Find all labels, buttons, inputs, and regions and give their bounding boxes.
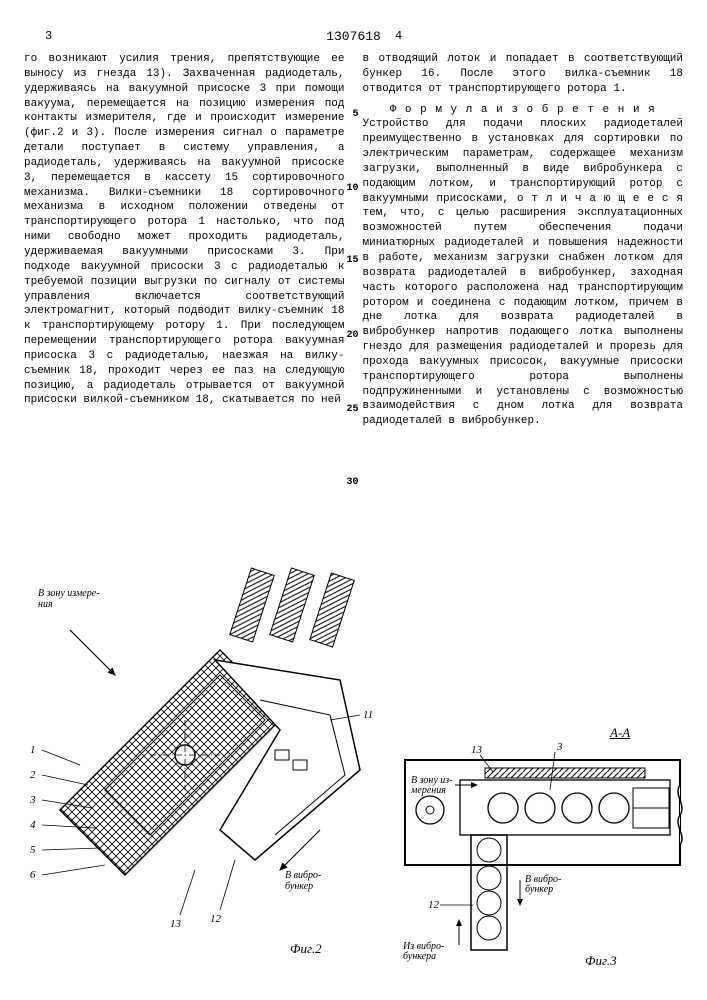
text-columns: го возникают усилия трения, препятствующ…	[0, 48, 707, 429]
svg-text:11: 11	[363, 709, 373, 721]
fig2-annot-vibro: В вибро-бункер	[285, 870, 321, 892]
page-number-right: 4	[395, 28, 402, 44]
claim-text: Устройство для подачи плоских радиодетал…	[363, 117, 684, 429]
line-marker-20: 20	[346, 329, 358, 343]
figure-3-label: Фиг.3	[585, 952, 617, 970]
figure-3: 13 3 12 А-А В зону из-мерения В вибро-бу…	[385, 730, 695, 976]
fig3-annot-vibro1: В вибро-бункер	[525, 875, 561, 895]
figure-2-svg: 1 2 3 4 5 6 11 12 13	[20, 560, 380, 970]
formula-title: Ф о р м у л а и з о б р е т е н и я	[363, 103, 684, 118]
svg-text:12: 12	[210, 913, 222, 925]
svg-text:3: 3	[29, 794, 36, 806]
line-marker-5: 5	[352, 108, 358, 122]
svg-text:1: 1	[30, 744, 36, 756]
fig3-annot-zone: В зону из-мерения	[411, 776, 453, 796]
figures-area: 1 2 3 4 5 6 11 12 13 В зону измере-ния В…	[0, 560, 707, 1000]
svg-text:13: 13	[170, 918, 182, 930]
figure-2-label: Фиг.2	[290, 940, 322, 958]
fig3-annot-vibro2: Из вибро-бункера	[403, 942, 444, 962]
page-header: 3 1307618 4	[0, 0, 707, 48]
svg-text:6: 6	[30, 869, 36, 881]
fig2-annot-zone: В зону измере-ния	[38, 588, 100, 610]
line-marker-10: 10	[346, 182, 358, 196]
svg-text:2: 2	[30, 769, 36, 781]
svg-text:3: 3	[556, 741, 563, 753]
line-marker-25: 25	[346, 403, 358, 417]
right-column: в отводящий лоток и попадает в соответст…	[363, 52, 684, 429]
svg-text:4: 4	[30, 819, 36, 831]
line-marker-15: 15	[346, 254, 358, 268]
page-number-left: 3	[45, 28, 52, 44]
line-marker-30: 30	[346, 476, 358, 490]
figure-3-section-label: А-А	[610, 724, 630, 742]
left-column-text: го возникают усилия трения, препятствующ…	[24, 52, 345, 408]
svg-text:13: 13	[471, 744, 483, 756]
right-intro-text: в отводящий лоток и попадает в соответст…	[363, 52, 684, 97]
document-number: 1307618	[326, 28, 381, 46]
figure-2: 1 2 3 4 5 6 11 12 13 В зону измере-ния В…	[20, 560, 380, 976]
svg-text:12: 12	[428, 899, 440, 911]
figure-3-svg: 13 3 12	[385, 730, 695, 970]
svg-text:5: 5	[30, 844, 36, 856]
left-column: го возникают усилия трения, препятствующ…	[24, 52, 345, 429]
